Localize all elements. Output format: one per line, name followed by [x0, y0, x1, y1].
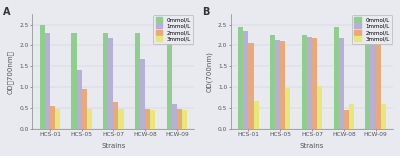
Bar — [50, 106, 55, 129]
Bar — [365, 25, 370, 129]
Bar — [280, 41, 285, 129]
Bar — [254, 101, 259, 129]
Bar — [334, 27, 339, 129]
Y-axis label: OD（700nm）: OD（700nm） — [7, 50, 14, 94]
Bar — [238, 27, 243, 129]
Bar — [103, 33, 108, 129]
Legend: 0mmol/L, 1mmol/L, 2mmol/L, 3mmol/L: 0mmol/L, 1mmol/L, 2mmol/L, 3mmol/L — [352, 15, 392, 44]
Bar — [285, 88, 290, 129]
Bar — [40, 25, 45, 129]
Bar — [140, 59, 145, 129]
Bar — [248, 43, 254, 129]
Bar — [135, 33, 140, 129]
Bar — [307, 37, 312, 129]
Bar — [118, 109, 124, 129]
Bar — [72, 33, 76, 129]
Bar — [45, 33, 50, 129]
Bar — [76, 70, 82, 129]
Bar — [172, 104, 177, 129]
Bar — [370, 41, 376, 129]
Bar — [339, 38, 344, 129]
Bar — [243, 31, 248, 129]
Text: B: B — [202, 7, 209, 17]
Bar — [167, 33, 172, 129]
Legend: 0mmol/L, 1mmol/L, 2mmol/L, 3mmol/L: 0mmol/L, 1mmol/L, 2mmol/L, 3mmol/L — [154, 15, 193, 44]
X-axis label: Strains: Strains — [300, 143, 324, 149]
Bar — [150, 110, 155, 129]
Bar — [344, 110, 349, 129]
Bar — [312, 38, 317, 129]
X-axis label: Strains: Strains — [101, 143, 126, 149]
Bar — [317, 86, 322, 129]
Bar — [275, 40, 280, 129]
Bar — [270, 35, 275, 129]
Bar — [108, 38, 113, 129]
Bar — [145, 109, 150, 129]
Bar — [113, 102, 118, 129]
Bar — [55, 109, 60, 129]
Bar — [381, 104, 386, 129]
Y-axis label: OD(700nm): OD(700nm) — [206, 51, 212, 92]
Text: A: A — [3, 7, 11, 17]
Bar — [349, 104, 354, 129]
Bar — [302, 35, 307, 129]
Bar — [177, 109, 182, 129]
Bar — [182, 110, 187, 129]
Bar — [376, 41, 381, 129]
Bar — [82, 88, 87, 129]
Bar — [87, 109, 92, 129]
